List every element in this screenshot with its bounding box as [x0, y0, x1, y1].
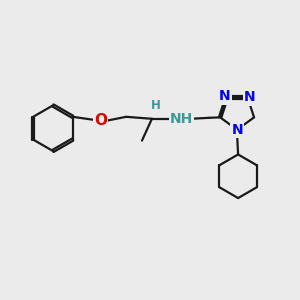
Text: NH: NH — [170, 112, 193, 126]
Text: N: N — [231, 123, 243, 137]
Text: O: O — [94, 113, 107, 128]
Text: N: N — [219, 89, 230, 103]
Text: H: H — [151, 99, 161, 112]
Text: N: N — [244, 90, 255, 104]
